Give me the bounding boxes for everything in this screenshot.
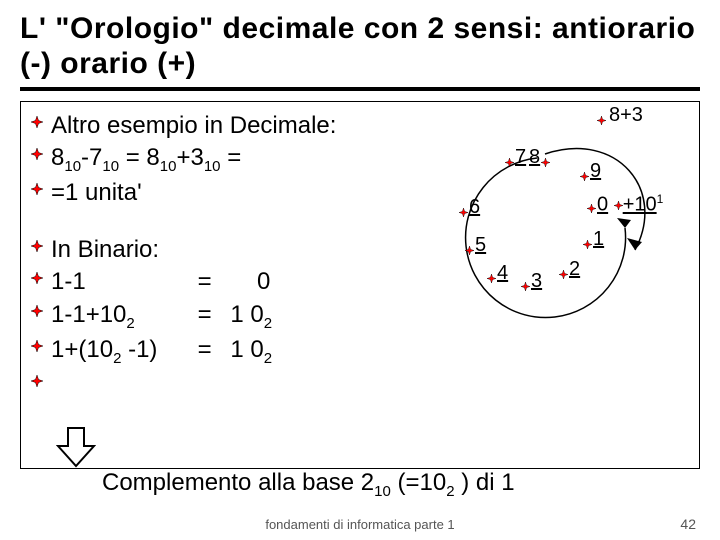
t: 1-1	[51, 266, 191, 298]
clock-label-top: 8+3	[609, 104, 643, 127]
bullet-icon	[459, 204, 468, 213]
line-4-text: In Binario:	[51, 236, 159, 263]
t: 8	[51, 144, 64, 171]
page-number: 42	[680, 516, 696, 532]
t: 10	[64, 158, 81, 175]
clock-num-1: 1	[593, 228, 604, 251]
clock-num-2: 2	[569, 258, 580, 281]
clock-num-9: 9	[590, 160, 601, 183]
t: 10	[102, 158, 119, 175]
footnote: fondamenti di informatica parte 1	[0, 517, 720, 532]
bullet-icon	[587, 200, 596, 209]
clock-num-3: 3	[531, 270, 542, 293]
bullet-icon	[580, 168, 589, 177]
t: 1 02	[230, 299, 272, 334]
t: 10	[204, 158, 221, 175]
clock-num-7: 7	[515, 146, 526, 169]
clock-num-5: 5	[475, 234, 486, 257]
bullet-icon	[31, 240, 43, 252]
t: 1 02	[230, 334, 272, 369]
clock-svg	[387, 110, 667, 340]
bullet-icon	[31, 183, 43, 195]
bullet-icon	[583, 236, 592, 245]
t: +3	[176, 144, 203, 171]
t: = 8	[119, 144, 160, 171]
t: 10	[160, 158, 177, 175]
clock-diagram: 8+3 7 8 9 0 +101 1 2 3 4 5 6	[387, 110, 667, 340]
bullet-icon	[31, 375, 43, 387]
content-box: Altro esempio in Decimale: 810-710 = 810…	[20, 101, 700, 469]
t: 1-1+102	[51, 299, 191, 334]
down-arrow-icon	[56, 426, 96, 468]
bullet-icon	[597, 112, 606, 121]
bullet-icon	[559, 266, 568, 275]
clock-num-8: 8	[529, 146, 540, 169]
line-1-text: Altro esempio in Decimale:	[51, 112, 336, 139]
bullet-icon	[505, 154, 514, 163]
t: 0	[257, 266, 270, 298]
slide-title: L' "Orologio" decimale con 2 sensi: anti…	[20, 12, 700, 91]
bullet-icon	[465, 242, 474, 251]
t: =	[198, 299, 224, 331]
clock-num-6: 6	[469, 196, 480, 219]
bullet-icon	[487, 270, 496, 279]
clock-num-4: 4	[497, 262, 508, 285]
clock-num-0: 0 +101	[597, 192, 663, 217]
t: 1+(102 -1)	[51, 334, 191, 369]
bullet-icon	[31, 340, 43, 352]
bullet-icon	[31, 148, 43, 160]
t: =	[198, 334, 224, 366]
line-3-text: =1 unita'	[51, 179, 142, 206]
bottom-line: Complemento alla base 210 (=102 ) di 1	[30, 469, 690, 500]
t: =	[198, 266, 224, 298]
bullet-icon	[31, 305, 43, 317]
t: -7	[81, 144, 102, 171]
t: =	[221, 144, 242, 171]
bullet-icon	[31, 116, 43, 128]
bullet-icon	[31, 272, 43, 284]
bullet-icon	[541, 154, 550, 163]
bullet-icon	[521, 278, 530, 287]
